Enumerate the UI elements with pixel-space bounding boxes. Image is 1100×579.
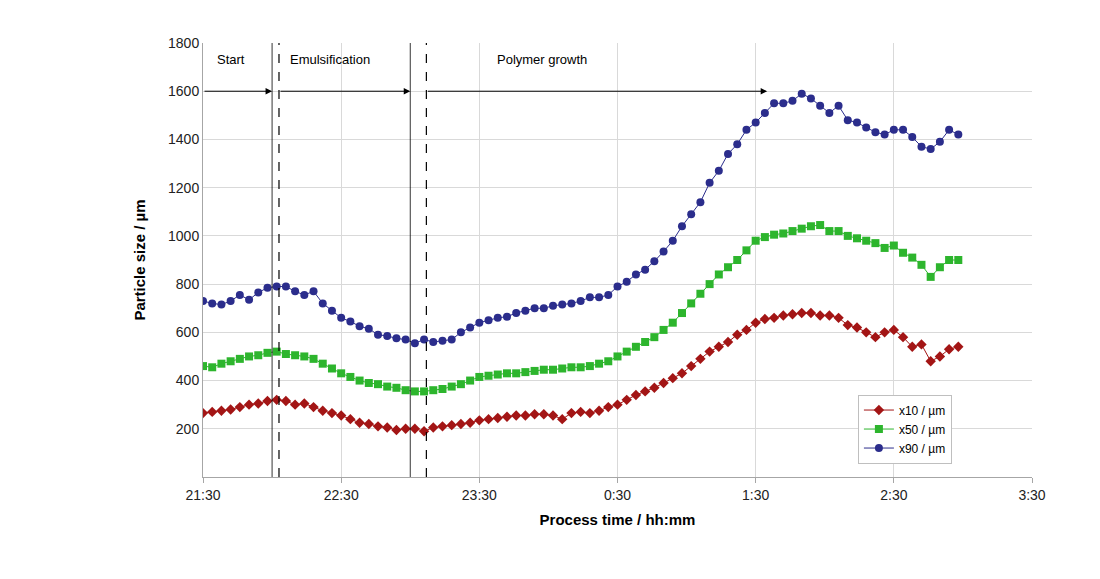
svg-text:Emulsification: Emulsification bbox=[290, 52, 370, 67]
svg-text:21:30: 21:30 bbox=[185, 487, 220, 503]
svg-text:800: 800 bbox=[176, 276, 200, 292]
svg-text:x90 / µm: x90 / µm bbox=[899, 442, 945, 456]
svg-text:400: 400 bbox=[176, 372, 200, 388]
svg-text:3:30: 3:30 bbox=[1018, 487, 1045, 503]
svg-text:Polymer growth: Polymer growth bbox=[497, 52, 587, 67]
svg-text:1400: 1400 bbox=[168, 131, 199, 147]
svg-text:600: 600 bbox=[176, 324, 200, 340]
svg-text:1:30: 1:30 bbox=[742, 487, 769, 503]
svg-text:22:30: 22:30 bbox=[324, 487, 359, 503]
svg-text:x50 / µm: x50 / µm bbox=[899, 423, 945, 437]
svg-text:Particle size / µm: Particle size / µm bbox=[131, 199, 148, 320]
svg-text:0:30: 0:30 bbox=[604, 487, 631, 503]
svg-text:2:30: 2:30 bbox=[880, 487, 907, 503]
svg-text:Start: Start bbox=[217, 52, 245, 67]
svg-text:1600: 1600 bbox=[168, 83, 199, 99]
svg-text:200: 200 bbox=[176, 421, 200, 437]
svg-text:23:30: 23:30 bbox=[462, 487, 497, 503]
svg-text:1800: 1800 bbox=[168, 35, 199, 51]
svg-text:1000: 1000 bbox=[168, 228, 199, 244]
svg-text:x10 / µm: x10 / µm bbox=[899, 404, 945, 418]
svg-text:1200: 1200 bbox=[168, 180, 199, 196]
svg-text:Process time / hh:mm: Process time / hh:mm bbox=[540, 511, 696, 528]
